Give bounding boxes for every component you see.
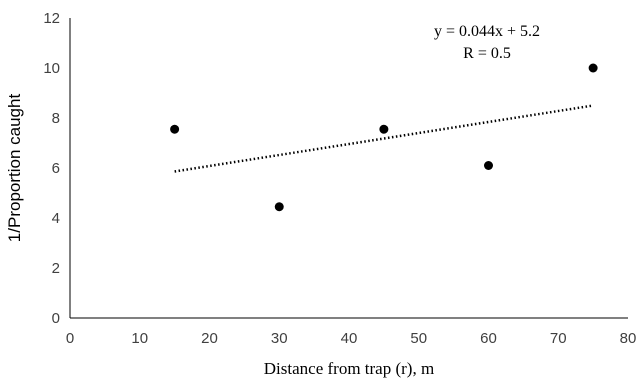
x-tick-label: 60 (480, 330, 497, 347)
y-tick-label: 2 (52, 260, 60, 277)
x-tick-label: 20 (201, 330, 218, 347)
equation-label: y = 0.044x + 5.2 (434, 23, 540, 40)
y-tick-label: 12 (43, 10, 60, 27)
x-axis-title: Distance from trap (r), m (264, 359, 434, 378)
axes (69, 18, 628, 319)
y-tick-label: 0 (52, 310, 60, 327)
x-tick-label: 40 (341, 330, 358, 347)
x-tick-label: 0 (66, 330, 74, 347)
data-point (379, 124, 389, 134)
x-tick-label: 80 (620, 330, 637, 347)
x-tick-label: 70 (550, 330, 567, 347)
data-point (170, 124, 180, 134)
data-point (484, 161, 493, 170)
trendline-group (174, 104, 594, 173)
x-tick-label: 30 (271, 330, 288, 347)
r-value-label: R = 0.5 (463, 45, 511, 62)
data-points (170, 63, 598, 212)
data-point (588, 63, 598, 73)
trendline (174, 104, 594, 173)
y-tick-label: 4 (52, 210, 60, 227)
y-tick-label: 6 (52, 160, 60, 177)
x-tick-label: 10 (131, 330, 148, 347)
y-axis-title: 1/Proportion caught (5, 94, 24, 243)
tick-labels: 0 10 20 30 40 50 60 70 80 0 2 4 6 8 10 12 (43, 10, 636, 347)
x-tick-label: 50 (410, 330, 427, 347)
data-point (274, 202, 284, 212)
y-tick-label: 10 (43, 60, 60, 77)
y-tick-label: 8 (52, 110, 60, 127)
